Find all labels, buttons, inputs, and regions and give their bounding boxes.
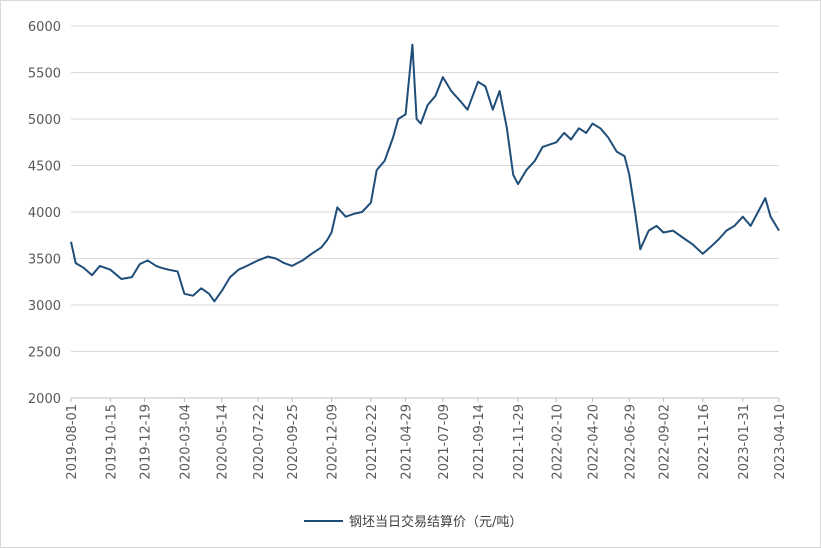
x-tick-label: 2022-11-16	[697, 404, 712, 480]
y-tick-label: 2500	[28, 346, 61, 361]
x-tick-label: 2020-03-04	[178, 404, 193, 480]
y-tick-label: 3500	[28, 253, 61, 268]
x-tick-label: 2021-04-29	[400, 404, 415, 480]
y-tick-label: 3000	[28, 299, 61, 314]
x-tick-label: 2022-06-29	[623, 404, 638, 480]
y-axis-ticks: 2000 2500 3000 3500 4000 4500 5000 5500 6000	[28, 20, 61, 407]
y-tick-label: 5500	[28, 67, 61, 82]
x-tick-label: 2021-07-09	[437, 404, 452, 480]
y-tick-label: 2000	[28, 392, 61, 407]
x-tick-label: 2020-05-14	[216, 404, 231, 480]
x-tick-label: 2022-04-20	[587, 404, 602, 480]
x-tick-label: 2020-09-25	[286, 404, 301, 480]
x-tick-label: 2019-12-19	[139, 404, 154, 480]
x-tick-label: 2019-10-15	[104, 404, 119, 480]
x-axis-ticks: 2019-08-01 2019-10-15 2019-12-19 2020-03-04…	[65, 398, 788, 480]
x-tick-label: 2022-09-02	[657, 404, 672, 480]
x-tick-label: 2021-02-22	[365, 404, 380, 480]
series-line	[70, 43, 780, 303]
x-tick-label: 2022-02-10	[550, 404, 565, 480]
x-tick-label: 2020-07-22	[252, 404, 267, 480]
x-tick-label: 2023-01-31	[737, 404, 752, 480]
x-tick-label: 2023-04-10	[773, 404, 788, 480]
x-tick-label: 2019-08-01	[65, 404, 80, 480]
x-tick-label: 2021-09-14	[472, 404, 487, 480]
y-tick-label: 6000	[28, 20, 61, 35]
y-tick-label: 4000	[28, 206, 61, 221]
y-tick-label: 5000	[28, 113, 61, 128]
legend: 钢坯当日交易结算价（元/吨）	[304, 514, 522, 530]
x-tick-label: 2021-11-29	[512, 404, 527, 480]
legend-label: 钢坯当日交易结算价（元/吨）	[349, 514, 522, 530]
gridlines	[71, 25, 779, 399]
y-tick-label: 4500	[28, 160, 61, 175]
x-tick-label: 2020-12-09	[326, 404, 341, 480]
